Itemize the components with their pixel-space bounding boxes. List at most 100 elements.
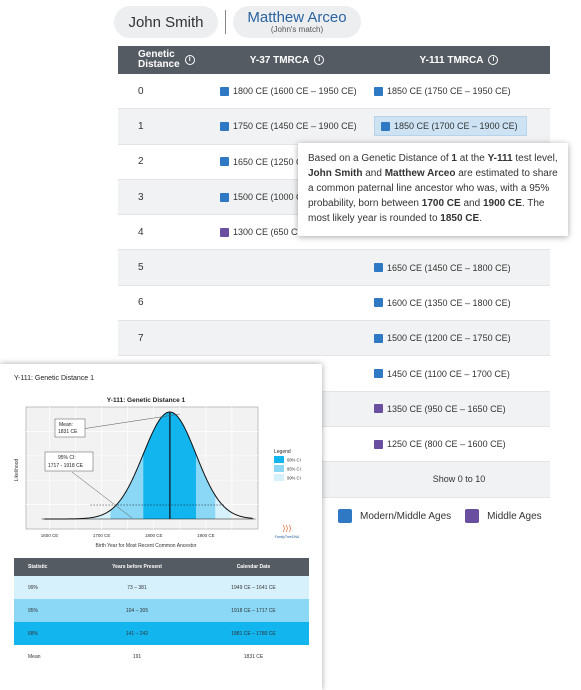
stats-header-ybp: Years before Present xyxy=(112,564,162,570)
stats-header-statistic: Statistic xyxy=(28,564,48,570)
ci-callout-line2: 1717 - 1918 CE xyxy=(48,463,84,469)
tab-john-label: John Smith xyxy=(128,13,204,31)
cell-y37-text: 1800 CE (1600 CE – 1950 CE) xyxy=(233,86,357,97)
info-icon[interactable]: i xyxy=(314,55,325,65)
distribution-chart: Y-111: Genetic Distance 1 1600 CE 1700 CE… xyxy=(14,397,301,549)
era-swatch xyxy=(381,121,390,131)
brand-logo-icon: ⟩⟩⟩ xyxy=(282,524,291,533)
chart-legend-swatch xyxy=(274,474,284,481)
cell-genetic-distance: 5 xyxy=(138,262,144,274)
tab-john-smith[interactable]: John Smith xyxy=(114,6,218,38)
cell-y111-content: 1650 CE (1450 CE – 1800 CE) xyxy=(374,263,511,273)
cell-y111[interactable]: 1450 CE (1100 CE – 1700 CE) xyxy=(368,369,550,379)
table-row[interactable]: 1 1750 CE (1450 CE – 1900 CE) 1850 CE (170… xyxy=(118,109,550,145)
stats-cell-ybp: 73 – 381 xyxy=(127,584,147,591)
cell-y111-text: 1250 CE (800 CE – 1600 CE) xyxy=(387,439,506,450)
tooltip-from: 1700 CE xyxy=(421,198,461,209)
cell-y111[interactable]: 1650 CE (1450 CE – 1800 CE) xyxy=(368,263,550,273)
show-range-y111[interactable]: Show 0 to 10 xyxy=(432,474,486,485)
legend-modern-label: Modern/Middle Ages xyxy=(360,510,452,522)
stats-header-date: Calendar Date xyxy=(236,564,271,570)
chart-legend-label: 99% CI xyxy=(287,476,301,481)
table-row[interactable]: 1450 CE (1100 CE – 1700 CE) xyxy=(118,356,550,392)
header-y111: Y-111 TMRCA i xyxy=(368,55,550,66)
stats-cell-stat: Mean xyxy=(28,653,41,660)
ci-callout-box xyxy=(44,451,94,472)
ci-callout-line1: 95% CI: xyxy=(58,455,76,461)
cell-y111-text: 1600 CE (1350 CE – 1800 CE) xyxy=(387,297,511,308)
header-gd-line2: Distance xyxy=(138,59,180,70)
cell-y111-content: 1600 CE (1350 CE – 1800 CE) xyxy=(374,298,511,308)
cell-y37-text: 1500 CE (1000 C xyxy=(233,192,303,203)
era-swatch xyxy=(374,298,383,308)
tooltip-gd: 1 xyxy=(451,153,457,164)
cell-y111[interactable]: 1250 CE (800 CE – 1600 CE) xyxy=(368,439,550,449)
cell-y111[interactable]: 1600 CE (1350 CE – 1800 CE) xyxy=(368,298,550,308)
stats-cell-stat: 68% xyxy=(28,630,39,637)
era-swatch xyxy=(220,192,229,202)
mean-callout-line xyxy=(81,413,181,430)
legend-modern: Modern/Middle Ages xyxy=(338,509,451,523)
era-swatch xyxy=(374,369,383,379)
cell-y111-text: 1650 CE (1450 CE – 1800 CE) xyxy=(387,262,511,273)
era-swatch xyxy=(220,227,229,237)
cell-genetic-distance: 1 xyxy=(138,120,144,132)
header-y111-label: Y-111 TMRCA xyxy=(419,54,484,66)
header-genetic-distance: Genetic Distance i xyxy=(118,50,206,70)
cell-genetic-distance: 0 xyxy=(138,85,144,97)
cell-genetic-distance: 7 xyxy=(138,332,144,344)
table-row[interactable]: 7 1500 CE (1200 CE – 1750 CE) xyxy=(118,321,550,357)
table-row[interactable]: 4 1300 CE (650 CE xyxy=(118,215,550,251)
cell-y111[interactable]: 1500 CE (1200 CE – 1750 CE) xyxy=(368,333,550,343)
stats-row: 95% 104 – 305 1918 CE – 1717 CE xyxy=(14,599,309,622)
tooltip-person1: John Smith xyxy=(308,168,363,179)
era-swatch xyxy=(374,86,383,96)
info-icon[interactable]: i xyxy=(488,55,499,65)
tooltip-text: and xyxy=(460,198,483,209)
table-row[interactable]: 1250 CE (800 CE – 1600 CE) xyxy=(118,427,550,463)
cell-y111-content: 1850 CE (1750 CE – 1950 CE) xyxy=(374,86,511,96)
table-row[interactable]: 6 1600 CE (1350 CE – 1800 CE) xyxy=(118,286,550,322)
cell-y111[interactable]: 1850 CE (1750 CE – 1950 CE) xyxy=(368,86,550,96)
stats-cell-ybp: 104 – 305 xyxy=(125,607,149,614)
cell-y111-text: 1450 CE (1100 CE – 1700 CE) xyxy=(387,368,510,379)
stats-cell-ybp: 191 xyxy=(132,653,142,660)
cell-genetic-distance: 4 xyxy=(138,226,144,238)
table-row[interactable]: 5 1650 CE (1450 CE – 1800 CE) xyxy=(118,250,550,286)
table-row[interactable]: 0 1800 CE (1600 CE – 1950 CE) 1850 CE (175… xyxy=(118,74,550,110)
cell-genetic-distance: 6 xyxy=(138,297,144,309)
cell-y37[interactable]: 1750 CE (1450 CE – 1900 CE) xyxy=(206,121,368,131)
header-y37: Y-37 TMRCA i xyxy=(206,55,368,66)
stats-table: Statistic Years before Present Calendar … xyxy=(14,558,309,668)
legend-swatch-middle xyxy=(465,509,480,523)
stats-cell-date: 1949 CE – 1641 CE xyxy=(231,584,276,591)
cell-y37[interactable]: 1500 CE (1000 C xyxy=(206,192,368,202)
cell-y111-text: 1350 CE (950 CE – 1650 CE) xyxy=(387,403,506,414)
tooltip-test: Y-111 xyxy=(487,153,513,164)
info-icon[interactable]: i xyxy=(184,55,195,65)
cell-y111[interactable]: 1850 CE (1700 CE – 1900 CE) xyxy=(368,116,550,137)
stats-row: 68% 141 – 242 1881 CE – 1780 CE xyxy=(14,622,309,645)
cell-y37[interactable]: 1650 CE (1250 C xyxy=(206,157,368,167)
stats-cell-ybp: 141 – 242 xyxy=(125,630,149,637)
chart-legend-label: 68% CI xyxy=(287,458,301,463)
mean-callout-line1: Mean: xyxy=(59,422,73,428)
tooltip-likely: 1850 CE xyxy=(440,213,480,224)
tooltip-text: . The most likely year is rounded to xyxy=(308,198,545,224)
brand-name: FamilyTreeDNA xyxy=(275,535,300,539)
x-tick-label: 1900 CE xyxy=(197,533,215,538)
cell-y37[interactable]: 1800 CE (1600 CE – 1950 CE) xyxy=(206,86,368,96)
legend-swatch-modern xyxy=(338,509,352,523)
cell-y37-text: 1650 CE (1250 C xyxy=(233,156,303,167)
stats-header: Statistic Years before Present Calendar … xyxy=(14,558,309,576)
tooltip-person2: Matthew Arceo xyxy=(384,168,456,179)
cell-y37[interactable]: 1300 CE (650 CE xyxy=(206,227,368,237)
cell-y111[interactable]: 1350 CE (950 CE – 1650 CE) xyxy=(368,404,550,414)
tooltip-text: Based on a Genetic Distance of xyxy=(308,153,452,164)
era-swatch xyxy=(220,121,229,131)
chart-legend-swatch xyxy=(274,465,284,472)
tab-matthew-arceo[interactable]: Matthew Arceo (John's match) xyxy=(233,6,361,38)
header-y37-label: Y-37 TMRCA xyxy=(249,54,310,66)
tooltip-text: at the xyxy=(456,153,488,164)
stats-cell-date: 1881 CE – 1780 CE xyxy=(231,630,276,637)
